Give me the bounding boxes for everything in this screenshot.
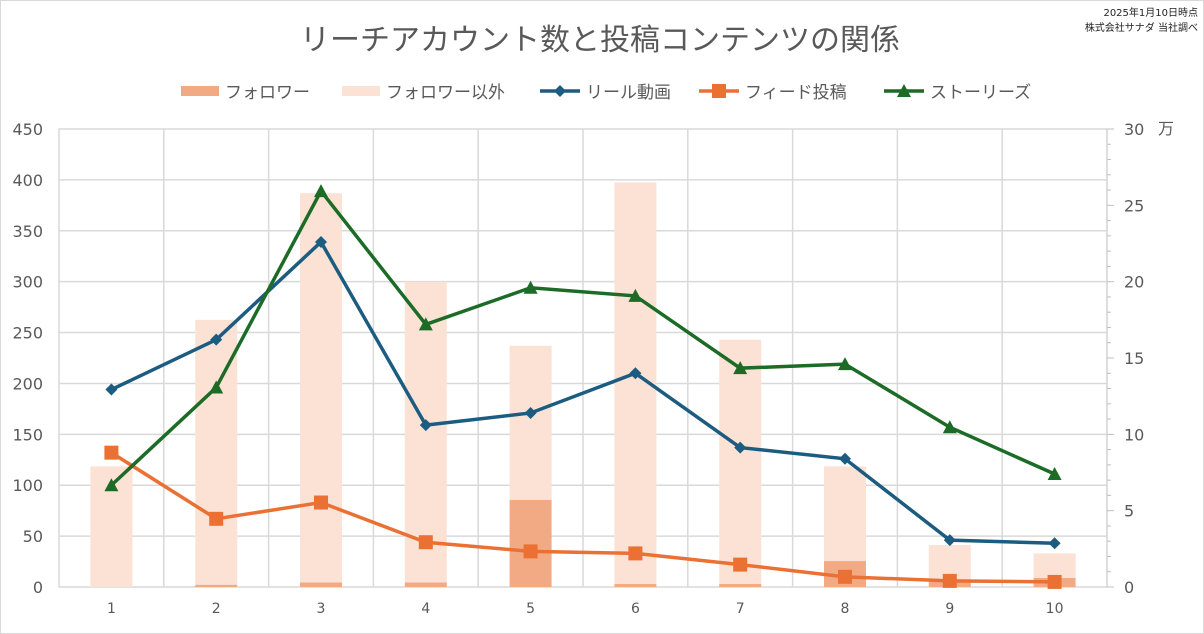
legend-label: フォロワー — [225, 83, 310, 103]
legend-label: ストーリーズ — [930, 83, 1031, 103]
point-feed — [1047, 574, 1062, 589]
legend-marker — [554, 85, 566, 97]
point-feed — [418, 535, 433, 550]
line-feed — [110, 451, 1055, 584]
bar-follower — [509, 499, 552, 587]
bar-follower — [719, 583, 762, 587]
chart-title: リーチアカウント数と投稿コンテンツの関係 — [300, 23, 900, 58]
bar-non-follower — [719, 339, 762, 584]
point-reel — [210, 333, 223, 346]
legend-swatch — [181, 86, 219, 96]
left-axis-tick: 450 — [12, 120, 43, 139]
left-axis-tick: 100 — [12, 476, 43, 495]
bar-non-follower — [300, 193, 342, 583]
left-axis-tick: 50 — [23, 527, 43, 546]
x-axis-tick: 6 — [631, 601, 640, 617]
bar-follower — [300, 582, 342, 587]
left-axis-tick: 150 — [12, 425, 43, 444]
x-axis-tick: 4 — [421, 601, 430, 617]
x-axis-tick: 9 — [945, 601, 954, 617]
legend-marker — [712, 84, 726, 98]
point-stories — [104, 478, 119, 492]
line-stories — [110, 187, 1056, 487]
right-axis-unit: 万 — [1158, 119, 1174, 138]
point-reel — [524, 406, 537, 419]
point-stories — [733, 361, 748, 375]
point-reel — [839, 452, 851, 465]
right-axis-tick: 25 — [1124, 196, 1144, 215]
left-axis-tick: 250 — [12, 324, 43, 343]
legend-label: フォロワー以外 — [386, 83, 505, 103]
point-reel — [734, 441, 747, 454]
point-reel — [1048, 537, 1061, 550]
point-stories — [209, 380, 224, 394]
legend-label: リール動画 — [586, 83, 671, 103]
point-reel — [105, 383, 118, 396]
bar-non-follower — [404, 281, 447, 583]
right-axis-tick: 15 — [1124, 349, 1144, 368]
point-stories — [942, 420, 957, 434]
legend-label: フィード投稿 — [745, 83, 847, 103]
bar-non-follower — [1033, 553, 1076, 578]
right-axis-tick: 30 — [1124, 120, 1144, 139]
point-feed — [733, 557, 748, 572]
right-axis-tick: 0 — [1124, 578, 1134, 597]
point-feed — [523, 544, 538, 559]
left-axis-tick: 400 — [12, 171, 43, 190]
x-axis-tick: 7 — [736, 601, 745, 617]
x-axis-tick: 2 — [212, 601, 221, 617]
bar-non-follower — [824, 466, 866, 562]
x-axis-tick: 3 — [317, 601, 326, 617]
x-axis-tick: 8 — [841, 601, 850, 617]
bar-follower — [195, 584, 238, 587]
bar-follower — [404, 582, 447, 587]
source-note: 株式会社サナダ 当社調べ — [1085, 21, 1198, 34]
left-axis-tick: 200 — [12, 374, 43, 393]
point-feed — [942, 573, 957, 588]
point-reel — [943, 534, 956, 547]
point-reel — [315, 235, 327, 248]
point-reel — [419, 419, 432, 432]
point-stories — [838, 357, 852, 371]
bar-non-follower — [509, 345, 552, 500]
point-feed — [838, 569, 852, 584]
left-axis-tick: 0 — [33, 578, 43, 597]
point-stories — [523, 280, 538, 294]
right-axis-tick: 10 — [1124, 425, 1144, 444]
left-axis-tick: 300 — [12, 273, 43, 292]
x-axis-tick: 1 — [107, 601, 116, 617]
right-axis-tick: 20 — [1124, 273, 1144, 292]
point-stories — [314, 184, 328, 198]
point-stories — [418, 317, 433, 331]
x-axis-tick: 5 — [526, 601, 535, 617]
point-stories — [628, 288, 643, 302]
left-axis-tick: 350 — [12, 222, 43, 241]
right-axis-tick: 5 — [1124, 502, 1134, 521]
point-feed — [104, 445, 119, 460]
bar-follower — [614, 583, 657, 587]
point-stories — [1047, 467, 1062, 481]
point-feed — [209, 511, 224, 526]
date-note: 2025年1月10日時点 — [1103, 6, 1198, 19]
x-axis-tick: 10 — [1046, 601, 1064, 617]
legend-swatch — [342, 86, 380, 96]
point-feed — [314, 495, 328, 510]
point-reel — [629, 367, 642, 380]
point-feed — [628, 546, 643, 561]
legend-marker — [897, 84, 911, 97]
